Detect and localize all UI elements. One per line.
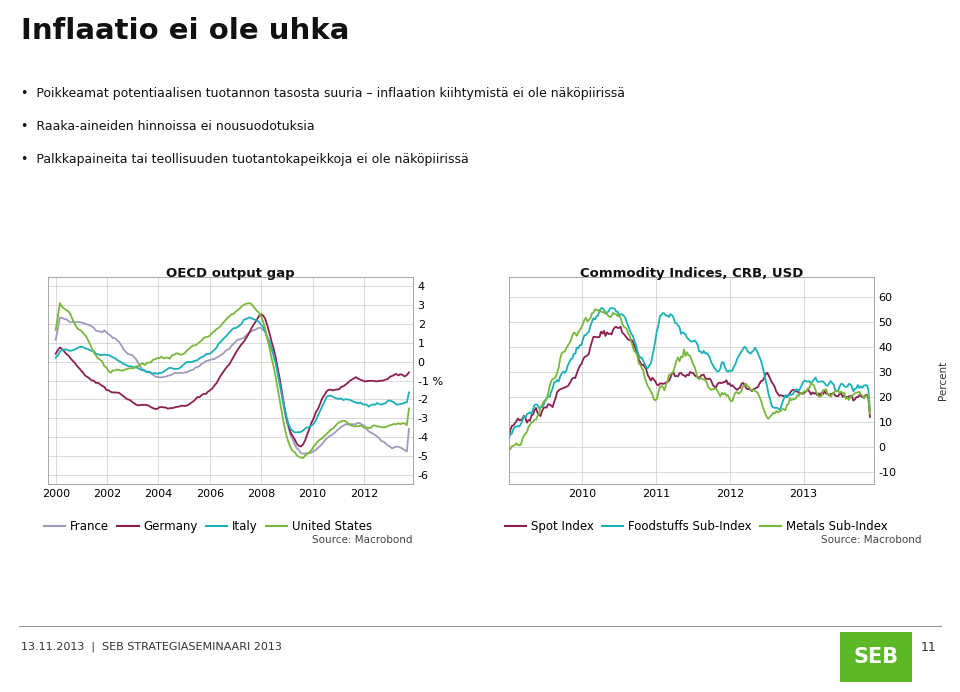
Text: OECD output gap: OECD output gap xyxy=(166,267,295,280)
Text: •  Raaka-aineiden hinnoissa ei nousuodotuksia: • Raaka-aineiden hinnoissa ei nousuodotu… xyxy=(21,120,315,133)
Legend: France, Germany, Italy, United States: France, Germany, Italy, United States xyxy=(39,516,377,538)
Text: •  Poikkeamat potentiaalisen tuotannon tasosta suuria – inflaation kiihtymistä e: • Poikkeamat potentiaalisen tuotannon ta… xyxy=(21,86,625,100)
Text: 13.11.2013  |  SEB STRATEGIASEMINAARI 2013: 13.11.2013 | SEB STRATEGIASEMINAARI 2013 xyxy=(21,641,282,653)
Text: •  Palkkapaineita tai teollisuuden tuotantokapeikkoja ei ole näköpiirissä: • Palkkapaineita tai teollisuuden tuotan… xyxy=(21,153,468,166)
Text: Source: Macrobond: Source: Macrobond xyxy=(821,535,922,545)
Text: 11: 11 xyxy=(921,641,936,653)
Text: Inflaatio ei ole uhka: Inflaatio ei ole uhka xyxy=(21,17,349,45)
Text: Source: Macrobond: Source: Macrobond xyxy=(312,535,413,545)
Legend: Spot Index, Foodstuffs Sub-Index, Metals Sub-Index: Spot Index, Foodstuffs Sub-Index, Metals… xyxy=(500,516,892,538)
Y-axis label: Percent: Percent xyxy=(938,361,948,400)
Text: Commodity Indices, CRB, USD: Commodity Indices, CRB, USD xyxy=(580,267,803,280)
Text: SEB: SEB xyxy=(853,647,899,666)
